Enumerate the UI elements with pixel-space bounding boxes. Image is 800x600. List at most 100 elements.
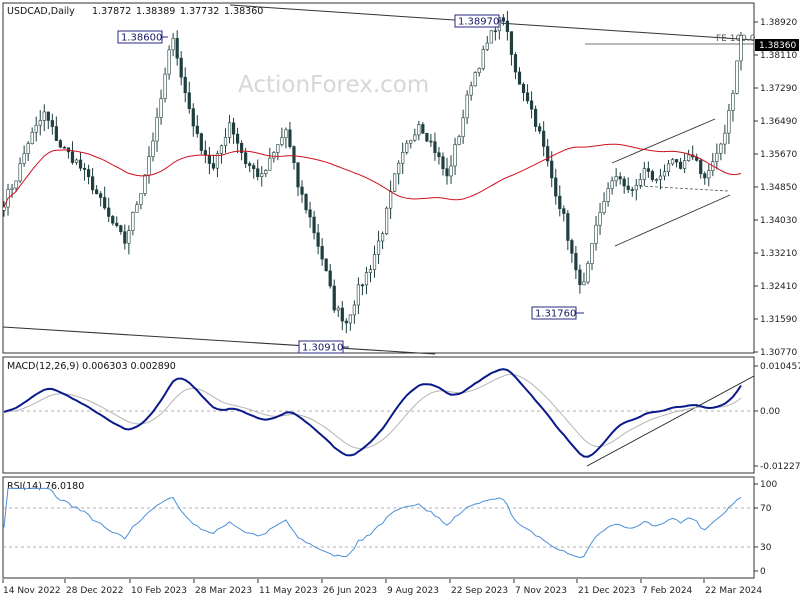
candle-body — [191, 108, 195, 127]
candle-body — [735, 60, 739, 94]
candle-body — [393, 173, 397, 192]
candle-body — [46, 111, 50, 121]
candle-body — [135, 204, 139, 213]
candle-body — [529, 100, 534, 110]
annotation-high-sep: 1.38970 — [454, 14, 505, 28]
candle-body — [554, 177, 558, 197]
candle-body — [139, 193, 143, 205]
candle-body — [594, 224, 598, 244]
price-tick: 1.32410 — [760, 282, 797, 292]
macd-tick: 0.010457 — [760, 362, 800, 372]
candle-body — [123, 231, 127, 244]
rsi-panel: RSI(14) 76.0180 100 70 30 0 — [2, 476, 777, 579]
candle-body — [384, 207, 389, 234]
moving-average-line — [3, 143, 742, 208]
price-tick: 1.35670 — [760, 150, 797, 160]
candle-body — [115, 222, 119, 226]
candle-body — [308, 209, 312, 218]
macd-trendline — [586, 375, 755, 467]
candle-body — [513, 54, 518, 73]
candle-body — [70, 151, 75, 163]
channel-upper-line — [611, 118, 716, 164]
candle-body — [586, 263, 590, 283]
candle-body — [570, 240, 574, 254]
candle-body — [566, 213, 570, 241]
candle-body — [284, 129, 288, 139]
candle-body — [54, 126, 58, 141]
rsi-tick: 70 — [760, 504, 772, 514]
candle-body — [477, 68, 481, 73]
ohlc-high: 1.38389 — [136, 6, 175, 17]
last-price-label: 1.38360 — [759, 41, 796, 51]
candle-body — [288, 129, 292, 147]
chart-title: USDCAD,Daily — [7, 6, 75, 17]
date-tick: 7 Nov 2023 — [515, 586, 567, 596]
price-tick: 1.36490 — [760, 117, 797, 127]
date-tick: 10 Feb 2023 — [131, 586, 187, 596]
candle-body — [602, 201, 606, 213]
candle-body — [525, 92, 530, 102]
date-tick: 22 Sep 2023 — [451, 586, 508, 596]
candle-body — [678, 161, 683, 169]
lower-trendline — [2, 326, 436, 355]
candle-body — [252, 165, 256, 170]
candle-body — [276, 144, 280, 153]
candle-body — [187, 92, 191, 109]
candle-body — [372, 254, 377, 270]
candle-body — [111, 216, 115, 224]
candle-body — [670, 159, 675, 165]
price-tick: 1.38920 — [760, 18, 797, 28]
candle-body — [280, 137, 284, 145]
annotation-low-dec-label: 1.31760 — [535, 309, 576, 320]
candle-body — [662, 171, 667, 177]
candle-body — [183, 76, 187, 94]
candle-body — [473, 72, 477, 87]
candle-body — [147, 156, 151, 176]
candle-body — [546, 146, 550, 162]
macd-line — [3, 368, 742, 458]
candle-body — [171, 38, 175, 51]
candle-body — [610, 180, 614, 189]
candle-body — [598, 212, 602, 226]
candle-body — [654, 179, 659, 181]
candle-body — [26, 143, 30, 154]
candle-body — [82, 167, 87, 170]
candle-body — [441, 156, 445, 169]
date-tick: 22 Mar 2024 — [705, 586, 762, 596]
candle-body — [99, 193, 103, 198]
candle-body — [731, 93, 735, 111]
rsi-tick: 100 — [760, 480, 777, 490]
candle-body — [179, 57, 183, 78]
price-tick: 1.31590 — [760, 315, 797, 325]
candle-body — [207, 154, 211, 164]
candle-body — [195, 125, 199, 134]
candle-body — [2, 206, 6, 211]
candle-body — [449, 165, 453, 177]
candle-body — [489, 30, 493, 44]
candle-body — [574, 253, 578, 271]
candle-body — [131, 212, 135, 231]
candle-body — [562, 208, 566, 214]
candle-body — [517, 71, 522, 85]
candle-body — [421, 124, 425, 134]
candle-body — [231, 122, 236, 135]
candle-body — [227, 122, 232, 138]
candle-body — [578, 269, 582, 286]
candle-body — [674, 159, 679, 163]
candle-body — [364, 272, 369, 286]
candle-body — [119, 225, 123, 232]
candle-body — [167, 49, 171, 75]
date-tick: 28 Mar 2023 — [195, 586, 252, 596]
candle-body — [22, 153, 26, 164]
watermark: ActionForex.com — [238, 72, 429, 98]
candle-body — [417, 124, 421, 136]
candle-body — [380, 233, 385, 242]
candle-body — [509, 31, 514, 55]
candle-body — [50, 120, 54, 127]
candle-body — [683, 160, 687, 169]
candle-body — [550, 160, 554, 179]
candle-body — [127, 230, 131, 244]
fe-label: FE 100.0 — [716, 34, 756, 44]
candlestick-series — [2, 10, 743, 334]
